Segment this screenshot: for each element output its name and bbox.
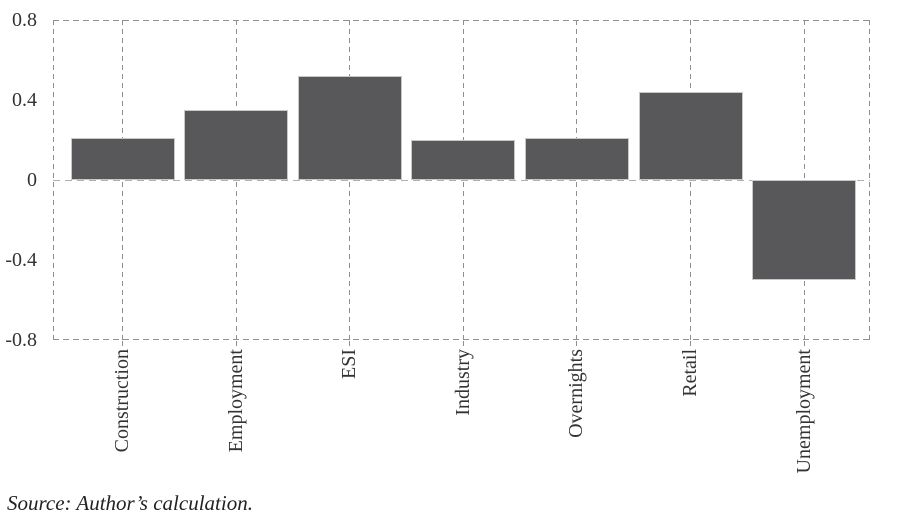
x-category-label: Unemployment xyxy=(792,349,815,474)
x-category-label: Construction xyxy=(111,349,133,453)
plot-border-top xyxy=(53,20,870,21)
x-category-label-box: Retail xyxy=(651,349,731,489)
bar xyxy=(184,110,289,180)
y-tick-label: 0.8 xyxy=(12,9,37,31)
x-axis-tick xyxy=(462,341,464,346)
x-category-label-box: Overnights xyxy=(537,349,617,489)
x-category-label: Overnights xyxy=(565,349,588,438)
source-note: Source: Author’s calculation. xyxy=(7,491,253,515)
plot-area xyxy=(53,20,870,340)
plot-border-bottom xyxy=(53,339,870,340)
x-category-label: Retail xyxy=(679,349,701,397)
bar xyxy=(70,138,175,180)
x-category-label: ESI xyxy=(338,349,361,379)
y-tick-label: -0.8 xyxy=(5,329,37,351)
bar xyxy=(297,76,402,180)
zero-baseline xyxy=(53,179,870,181)
bar xyxy=(411,140,516,180)
x-axis-tick xyxy=(349,341,351,346)
x-axis-tick xyxy=(235,341,237,346)
x-axis-tick xyxy=(122,341,123,346)
x-axis-tick xyxy=(690,341,691,346)
x-category-label: Industry xyxy=(451,349,474,416)
y-tick-label: -0.4 xyxy=(5,249,37,271)
x-category-label-box: Unemployment xyxy=(764,349,844,489)
y-tick-label: 0.4 xyxy=(12,89,37,111)
x-category-label-box: Construction xyxy=(83,349,163,489)
bar xyxy=(752,180,857,280)
x-category-label-box: Employment xyxy=(196,349,276,489)
y-tick-label: 0 xyxy=(27,169,37,191)
x-category-label-box: Industry xyxy=(423,349,503,489)
x-axis-tick xyxy=(803,341,805,346)
x-axis-tick xyxy=(576,341,578,346)
x-category-label: Employment xyxy=(224,349,247,453)
bar xyxy=(524,138,629,180)
x-category-label-box: ESI xyxy=(310,349,390,489)
bar xyxy=(638,92,743,180)
